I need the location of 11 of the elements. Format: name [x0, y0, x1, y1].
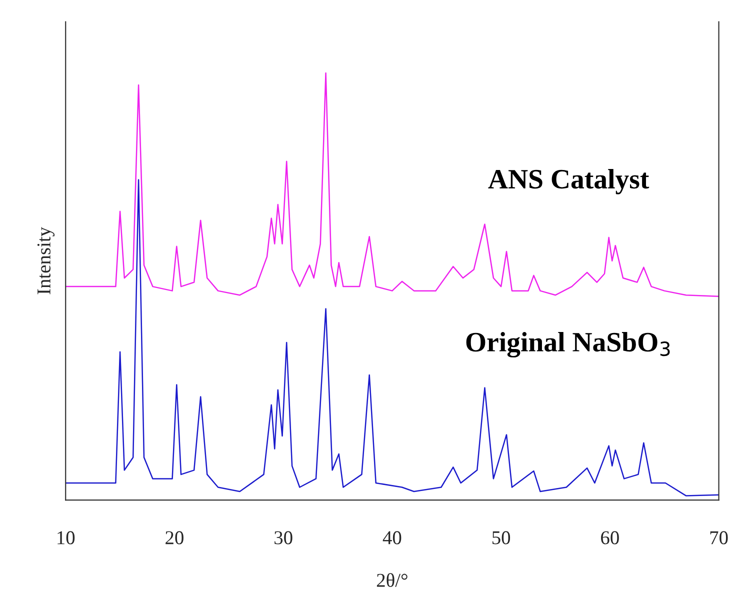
x-tick-label: 10	[58, 531, 75, 544]
x-tick-label: 70	[710, 531, 728, 544]
y-axis-title: Intensity	[37, 226, 54, 294]
x-tick-label: 60	[601, 531, 619, 544]
x-axis-title: 2θ/°	[376, 573, 408, 587]
series-label: Original NaSbO$_{3}$	[466, 332, 670, 358]
x-tick-label: 20	[166, 531, 184, 544]
x-tick-label: 40	[382, 531, 402, 544]
series-label: ANS Catalyst	[488, 169, 650, 194]
x-tick-label: 50	[492, 531, 510, 544]
x-tick-label: 30	[274, 531, 292, 544]
